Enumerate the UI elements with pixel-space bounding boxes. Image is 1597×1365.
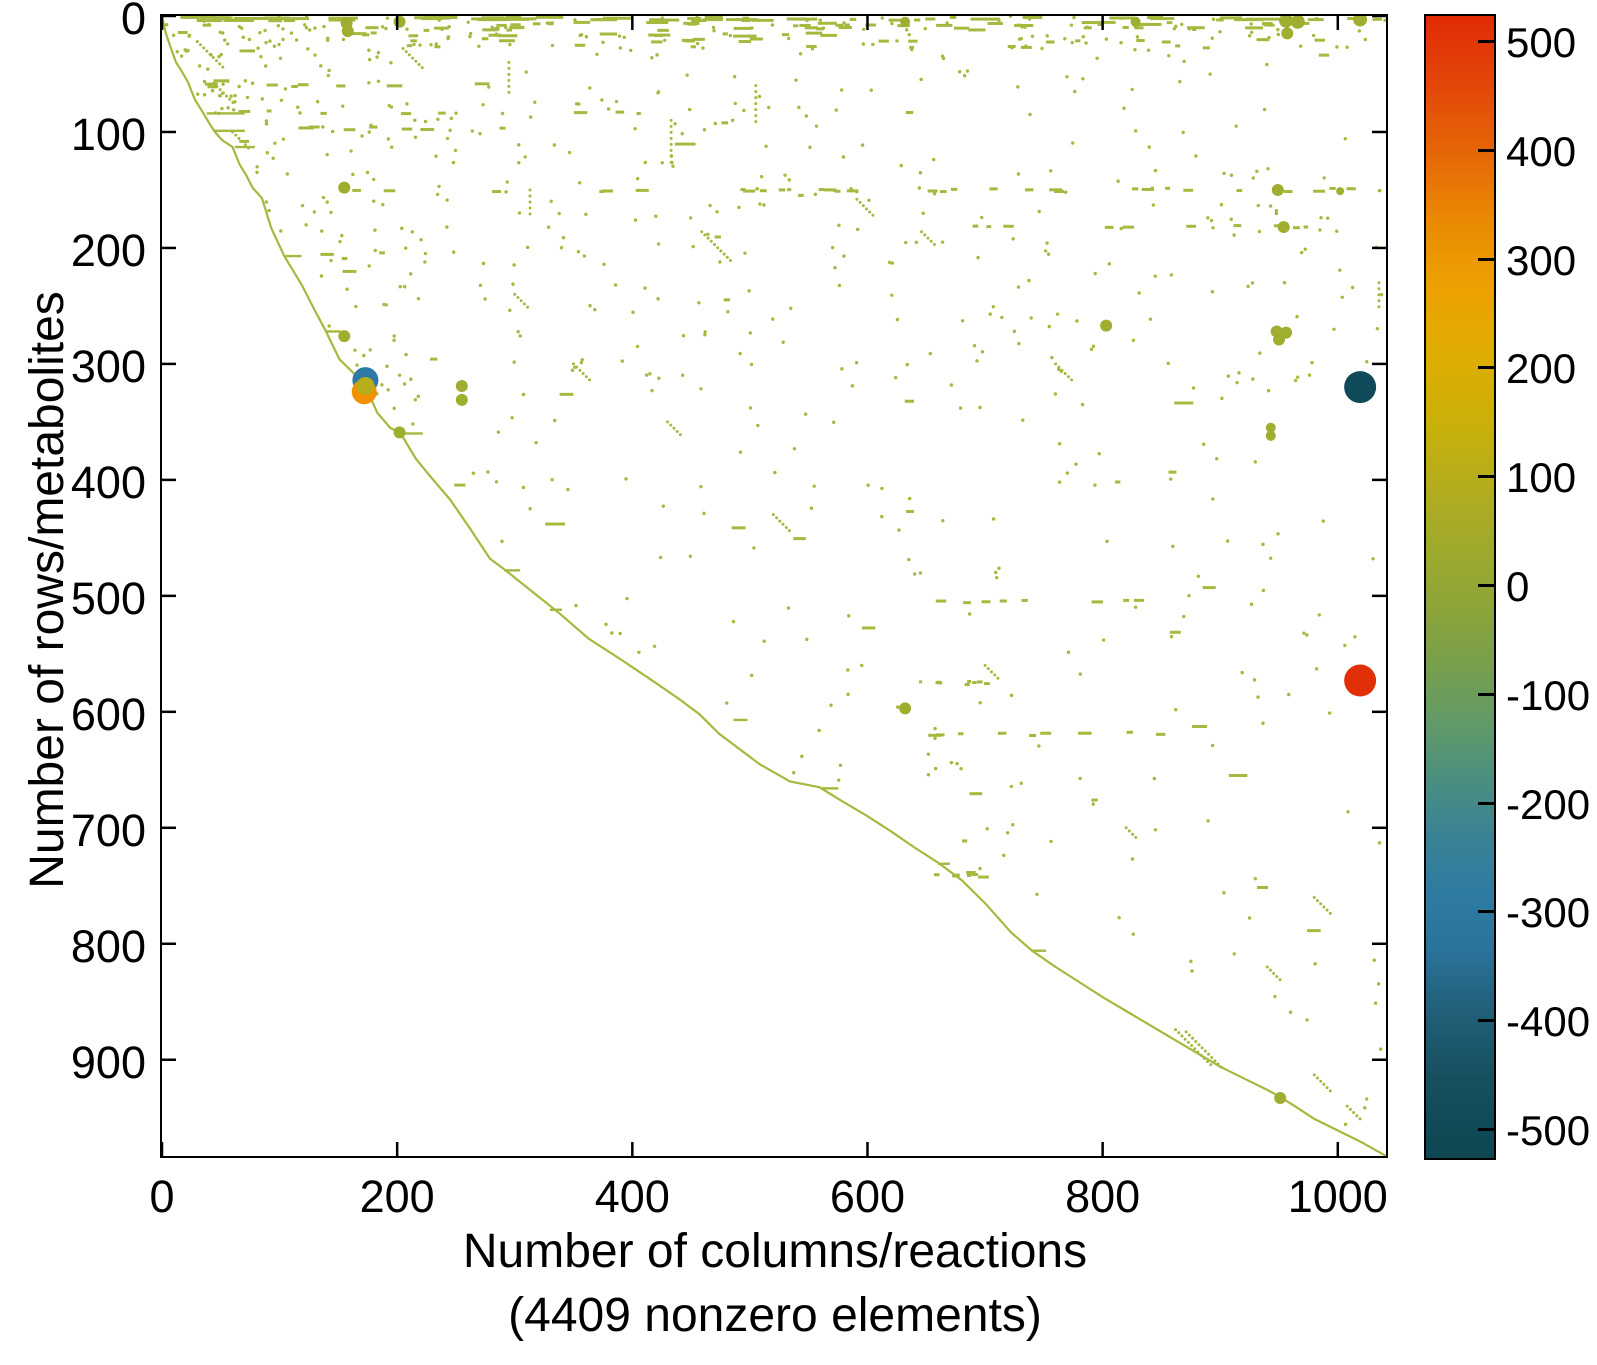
colorbar-tick-label: -100	[1506, 671, 1591, 719]
colorbar-tick-mark	[1478, 692, 1494, 696]
colorbar-tick-mark	[1478, 366, 1494, 370]
colorbar-tick-mark	[1478, 257, 1494, 261]
colorbar-tick-mark	[1478, 1019, 1494, 1023]
plot-area	[160, 14, 1388, 1158]
x-axis-title-line1: Number of columns/reactions	[462, 1225, 1088, 1278]
y-tick-label: 900	[70, 1036, 146, 1088]
x-tick-label: 400	[594, 1171, 670, 1222]
y-tick-label: 300	[70, 340, 146, 392]
x-tick-label: 1000	[1287, 1171, 1388, 1222]
scatter-canvas	[162, 16, 1386, 1156]
y-tick-label: 400	[70, 456, 146, 508]
y-axis-title: Number of rows/metabolites	[21, 291, 74, 889]
colorbar-tick-label: 300	[1506, 236, 1577, 284]
colorbar-tick-label: 0	[1506, 563, 1530, 610]
colorbar-tick-mark	[1478, 801, 1494, 805]
x-tick-label: 0	[149, 1171, 175, 1222]
colorbar-tick-mark	[1478, 40, 1494, 44]
y-tick-label: 500	[70, 572, 146, 624]
y-tick-label: 0	[120, 0, 146, 44]
x-tick-label: 800	[1065, 1171, 1141, 1222]
colorbar-tick-label: -400	[1506, 998, 1591, 1046]
colorbar-tick-label: -200	[1506, 780, 1591, 828]
colorbar-tick-label: -500	[1506, 1106, 1591, 1154]
x-axis-title-line2: (4409 nonzero elements)	[508, 1289, 1042, 1342]
colorbar-tick-label: 200	[1506, 345, 1577, 393]
x-tick-label: 200	[359, 1171, 435, 1222]
y-tick-label: 600	[70, 688, 146, 740]
colorbar-tick-mark	[1478, 584, 1494, 587]
colorbar-tick-label: 100	[1506, 454, 1577, 502]
colorbar-tick-mark	[1478, 910, 1494, 914]
y-tick-label: 200	[70, 224, 146, 276]
colorbar-tick-label: 400	[1506, 127, 1577, 175]
y-tick-label: 800	[70, 920, 146, 972]
colorbar-tick-label: -300	[1506, 889, 1591, 937]
y-tick-label: 700	[70, 804, 146, 856]
colorbar-tick-mark	[1478, 148, 1494, 152]
colorbar-tick-mark	[1478, 475, 1494, 479]
colorbar-tick-mark	[1478, 1127, 1494, 1131]
y-tick-label: 100	[70, 108, 146, 160]
colorbar-tick-label: 500	[1506, 19, 1577, 67]
colorbar	[1424, 14, 1496, 1160]
x-tick-label: 600	[829, 1171, 906, 1222]
